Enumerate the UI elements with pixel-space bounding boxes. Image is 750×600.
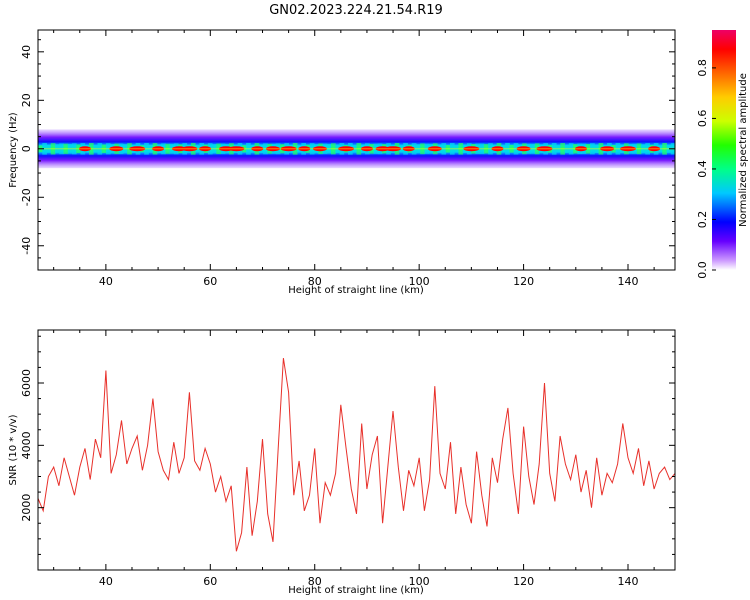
colorbar-tick-label: 0.6: [696, 110, 709, 128]
colorbar-ticks: 0.0 0.2 0.4 0.6 0.8: [696, 59, 716, 279]
snr-x-tick-label: 40: [99, 575, 113, 588]
snr-x-label: Height of straight line (km): [288, 585, 424, 596]
spectrogram-x-tick-label: 40: [99, 275, 113, 288]
spectrogram-y-label: Frequency (Hz): [8, 112, 19, 188]
spectrogram-y-ticks: 40 20 0 -20 -40: [20, 39, 675, 271]
snr-panel: 40 60 80 100 120 140 2000 4000 6000 Height of s…: [8, 329, 676, 596]
spectrogram-x-tick-label: 140: [618, 275, 639, 288]
snr-x-tick-label: 100: [409, 575, 430, 588]
snr-y-tick-label: 6000: [20, 369, 33, 397]
spectrogram-x-label: Height of straight line (km): [288, 285, 424, 296]
snr-frame: [37, 329, 676, 571]
spectrogram-panel: 40 60 80 100 120 140 40 20 0 -20 -40 Height of st…: [8, 29, 676, 296]
snr-x-tick-label: 120: [513, 575, 534, 588]
snr-x-tick-label: 140: [618, 575, 639, 588]
snr-x-tick-label: 80: [308, 575, 322, 588]
colorbar-tick-label: 0.0: [696, 261, 709, 279]
snr-y-tick-label: 2000: [20, 494, 33, 522]
figure-title: GN02.2023.224.21.54.R19: [269, 3, 443, 18]
spectrogram-x-tick-label: 80: [308, 275, 322, 288]
snr-x-ticks: 40 60 80 100 120 140: [53, 330, 655, 588]
colorbar-gradient: [712, 30, 736, 270]
spectrogram-x-tick-label: 120: [513, 275, 534, 288]
spectrogram-y-tick-label: -40: [20, 237, 33, 255]
colorbar: 0.0 0.2 0.4 0.6 0.8 Normalized spectral ampl…: [696, 30, 749, 279]
snr-x-tick-label: 60: [203, 575, 217, 588]
spectrogram-x-ticks: 40 60 80 100 120 140: [53, 30, 655, 288]
spectrogram-y-tick-label: 0: [20, 145, 33, 152]
colorbar-label: Normalized spectral amplitude: [738, 73, 749, 227]
spectrogram-x-tick-label: 100: [409, 275, 430, 288]
spectrogram-y-tick-label: 20: [20, 93, 33, 107]
spectrogram-y-tick-label: 40: [20, 45, 33, 59]
spectrogram-frame: [37, 29, 676, 271]
spectrogram-x-tick-label: 60: [203, 275, 217, 288]
colorbar-tick-label: 0.2: [696, 211, 709, 229]
spectrogram-band: [38, 129, 675, 169]
snr-y-ticks: 2000 4000 6000: [20, 335, 675, 571]
snr-y-label: SNR (10 * v/v): [8, 414, 19, 485]
colorbar-tick-label: 0.8: [696, 59, 709, 77]
spectrogram-y-tick-label: -20: [20, 188, 33, 206]
colorbar-tick-label: 0.4: [696, 160, 709, 178]
snr-y-tick-label: 4000: [20, 431, 33, 459]
snr-series-line: [38, 358, 675, 552]
